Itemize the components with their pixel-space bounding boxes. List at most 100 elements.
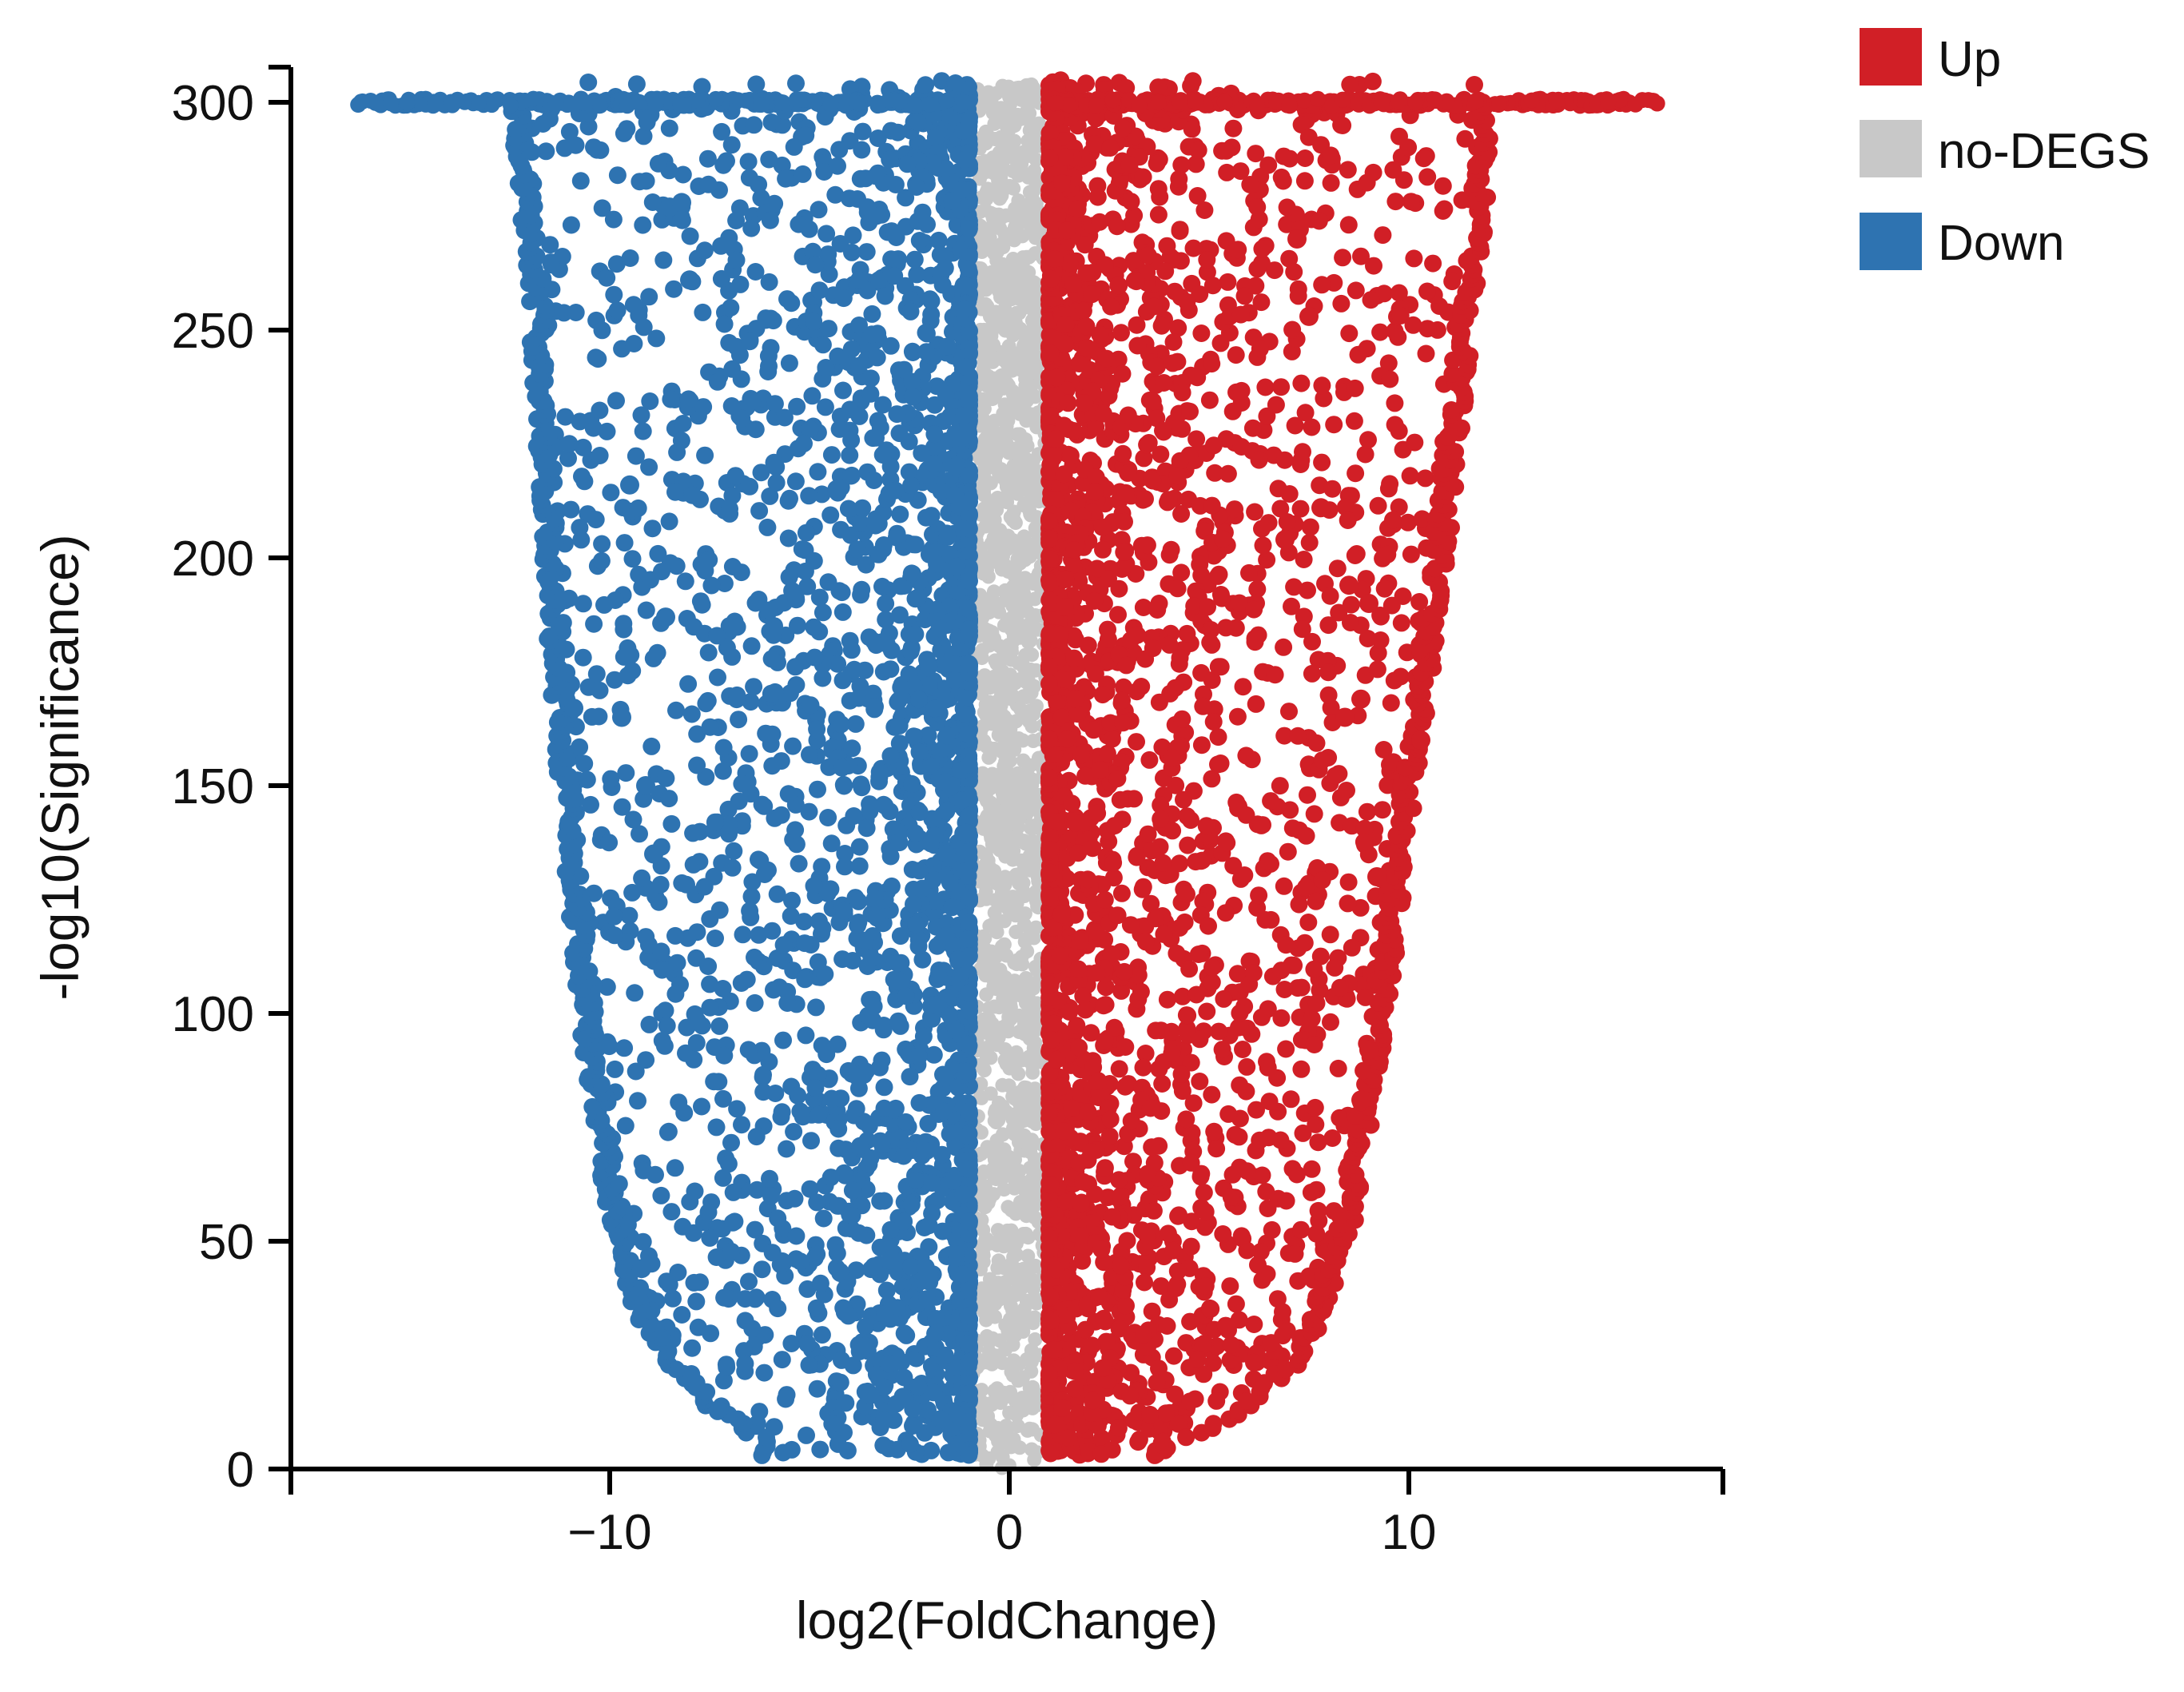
point-down [779, 529, 798, 547]
point-no-degs [1024, 1364, 1039, 1379]
point-down [637, 601, 655, 619]
point-down [941, 874, 959, 892]
point-down [607, 392, 625, 410]
point-down [714, 739, 733, 757]
point-down [739, 1041, 758, 1059]
point-no-degs [975, 817, 990, 832]
point-no-degs [976, 468, 991, 483]
point-no-degs [978, 302, 993, 317]
point-down [901, 643, 920, 660]
point-down [889, 954, 906, 973]
point-down [713, 122, 731, 141]
point-down-outlier [656, 607, 675, 627]
point-down [960, 1102, 978, 1121]
point-down [701, 998, 719, 1017]
point-no-degs [1018, 1184, 1032, 1199]
point-down [959, 866, 977, 885]
point-down [794, 165, 812, 183]
point-down [714, 762, 732, 780]
point-down [925, 1383, 943, 1402]
point-down [909, 691, 928, 709]
point-down-capped [427, 95, 444, 112]
point-down [767, 458, 786, 476]
point-down [937, 926, 956, 945]
point-down [833, 1351, 850, 1369]
point-down-capped [881, 92, 897, 109]
point-down-capped [352, 94, 369, 110]
point-down [674, 415, 692, 432]
point-no-degs [994, 114, 1009, 129]
point-down [957, 277, 976, 295]
point-down [723, 558, 742, 575]
point-no-degs [981, 740, 997, 755]
point-down [865, 1257, 883, 1276]
point-down [746, 948, 763, 966]
point-down [753, 795, 771, 814]
point-no-degs [987, 1163, 1002, 1178]
point-no-degs [981, 269, 996, 284]
point-down [699, 175, 718, 193]
point-down [808, 720, 826, 739]
point-no-degs [983, 1395, 998, 1411]
point-down [839, 1307, 857, 1325]
point-down [892, 679, 910, 697]
point-down [705, 1073, 723, 1091]
point-no-degs [1003, 97, 1018, 112]
point-no-degs [993, 843, 1008, 858]
point-down [957, 705, 975, 723]
point-down [760, 601, 778, 619]
point-down [688, 923, 706, 942]
point-down [627, 1062, 645, 1081]
point-no-degs [997, 559, 1012, 575]
point-no-degs [1021, 167, 1036, 182]
point-down [587, 665, 606, 683]
point-no-degs [1027, 1198, 1042, 1213]
point-no-degs [1014, 786, 1029, 802]
point-down [873, 1136, 891, 1153]
point-down [808, 1379, 826, 1398]
point-down [881, 746, 900, 765]
point-down [715, 1046, 734, 1065]
point-down [653, 563, 670, 581]
point-down [683, 1339, 702, 1357]
point-down [861, 795, 879, 814]
point-no-degs [1018, 773, 1033, 788]
point-down [958, 1126, 977, 1145]
point-down [764, 626, 782, 644]
point-down [786, 658, 805, 676]
point-down [664, 1289, 682, 1308]
point-down [748, 1180, 766, 1199]
point-down [562, 500, 580, 519]
point-down [849, 916, 867, 934]
point-no-degs [977, 676, 992, 691]
point-down [753, 1260, 771, 1279]
point-down [740, 745, 758, 763]
point-down [925, 826, 944, 845]
point-no-degs [1019, 393, 1034, 408]
point-no-degs [1011, 655, 1026, 671]
point-down [746, 263, 765, 281]
point-up [1334, 249, 1352, 267]
point-no-degs [1004, 1312, 1020, 1328]
point-down [772, 1108, 790, 1126]
point-down [786, 472, 805, 491]
point-down [726, 467, 745, 485]
point-down [763, 922, 782, 940]
point-down [640, 288, 658, 306]
point-down [865, 472, 883, 489]
point-down [789, 616, 806, 635]
point-down [739, 153, 758, 171]
point-no-degs [1015, 671, 1030, 686]
point-down [662, 814, 681, 833]
point-down [733, 774, 751, 793]
point-down [851, 1137, 869, 1155]
point-down [862, 949, 881, 967]
point-down [861, 1386, 880, 1404]
point-down [873, 446, 892, 464]
point-down [627, 447, 645, 465]
point-down [797, 524, 815, 542]
point-down [959, 1035, 977, 1053]
point-down [602, 484, 620, 502]
point-down [761, 487, 779, 505]
point-down [876, 287, 894, 305]
